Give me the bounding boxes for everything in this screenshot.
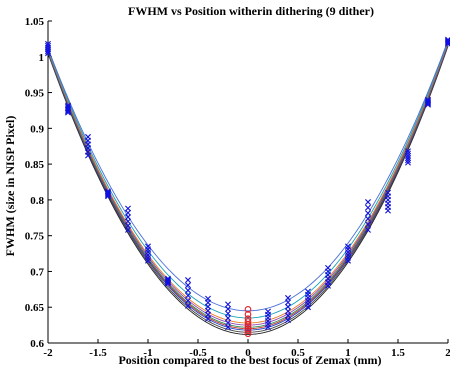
data-point-x-marker [225,324,231,331]
plot-area: -2 -1.5 -1 -0.5 0 0.5 1 1.5 2 0.6 0.65 0.7 0.75 0.8 0.… [25,16,450,359]
data-point-x-marker [405,157,411,164]
data-point-x-marker [285,317,291,324]
chart-title: FWHM vs Position witherin dithering (9 d… [128,4,374,18]
data-point-x-marker [185,287,191,294]
data-point-x-marker [285,294,291,301]
data-point-x-marker [285,312,291,319]
data-point-x-marker [365,215,371,222]
x-tick-label: 1 [345,347,351,359]
data-point-x-marker [205,295,211,302]
data-point-x-marker [405,155,411,162]
data-point-x-marker [125,226,131,233]
data-point-x-marker [65,103,71,110]
data-point-x-marker [425,98,431,105]
data-point-x-marker [225,310,231,317]
data-point-x-marker [285,308,291,315]
data-point-x-marker [185,292,191,299]
data-point-x-marker [165,276,171,283]
x-axis-label: Position compared to the best focus of Z… [118,353,381,367]
y-tick-label: 0.8 [30,195,44,207]
y-tick-label: 1 [39,52,45,64]
data-point-x-marker [125,214,131,221]
data-point-x-marker [45,42,51,49]
center-point-marker [244,325,252,333]
data-point-x-marker [365,199,371,206]
data-point-x-marker [225,301,231,308]
center-point-marker [244,306,252,313]
y-tick-label: 0.65 [25,302,45,314]
x-tick-label: 0.5 [291,347,305,359]
center-point-marker [244,315,252,323]
data-point-x-marker [45,40,51,47]
data-point-x-marker [165,275,171,282]
data-point-x-marker [225,315,231,322]
x-tick-label: -1.5 [89,347,107,359]
data-point-x-marker [125,218,131,225]
data-point-x-marker [85,133,91,140]
data-point-x-marker [405,159,411,166]
y-tick-label: 0.75 [25,231,45,243]
center-point-marker [244,318,252,325]
y-axis-label: FWHM (size in NISP Pixel) [3,116,17,257]
data-point-x-marker [185,282,191,289]
data-point-x-marker [285,299,291,306]
fit-curve [47,40,449,319]
x-tick-label: -0.5 [189,347,207,359]
data-point-x-marker [365,226,371,233]
data-point-x-marker [225,319,231,326]
data-point-x-marker [125,209,131,216]
data-point-x-marker [305,288,311,295]
fit-curve [47,42,449,326]
data-point-x-marker [185,277,191,284]
fit-curve [47,45,449,333]
data-point-x-marker [365,204,371,211]
center-point-marker [244,327,252,335]
data-point-x-marker [225,305,231,312]
data-point-x-marker [145,243,151,250]
x-tick-label: 0 [245,347,251,359]
data-point-x-marker [405,152,411,159]
data-point-x-marker [265,308,271,315]
data-point-x-marker [185,302,191,309]
data-point-x-marker [425,97,431,104]
fit-curve [47,45,449,335]
data-point-x-marker [365,210,371,217]
data-point-x-marker [405,148,411,155]
fit-curve [47,41,449,324]
center-point-marker [244,323,252,330]
data-point-x-marker [365,221,371,228]
y-tick-label: 0.6 [30,338,44,350]
data-point-x-marker [425,96,431,103]
data-point-x-marker [105,189,111,196]
fit-curve [47,44,449,331]
y-tick-label: 0.95 [25,88,45,100]
data-point-x-marker [125,205,131,212]
data-point-x-marker [285,303,291,310]
data-point-x-marker [65,102,71,109]
x-tick-label: -2 [43,347,53,359]
data-point-x-marker [105,188,111,195]
center-point-marker [244,330,252,338]
fit-curve [47,40,449,312]
data-point-x-marker [165,277,171,284]
data-point-x-marker [385,189,391,196]
center-point-marker [244,311,252,318]
y-tick-label: 1.05 [25,16,45,28]
data-point-x-marker [325,264,331,271]
data-point-x-marker [185,297,191,304]
y-tick-label: 0.85 [25,159,45,171]
data-point-x-marker [345,243,351,250]
x-tick-label: -1 [143,347,152,359]
data-point-x-marker [105,190,111,197]
y-tick-label: 0.7 [30,266,44,278]
x-tick-label: 2 [445,347,450,359]
x-tick-label: 1.5 [391,347,405,359]
data-point-x-marker [125,222,131,229]
y-tick-label: 0.9 [30,123,44,135]
data-point-x-marker [405,150,411,157]
